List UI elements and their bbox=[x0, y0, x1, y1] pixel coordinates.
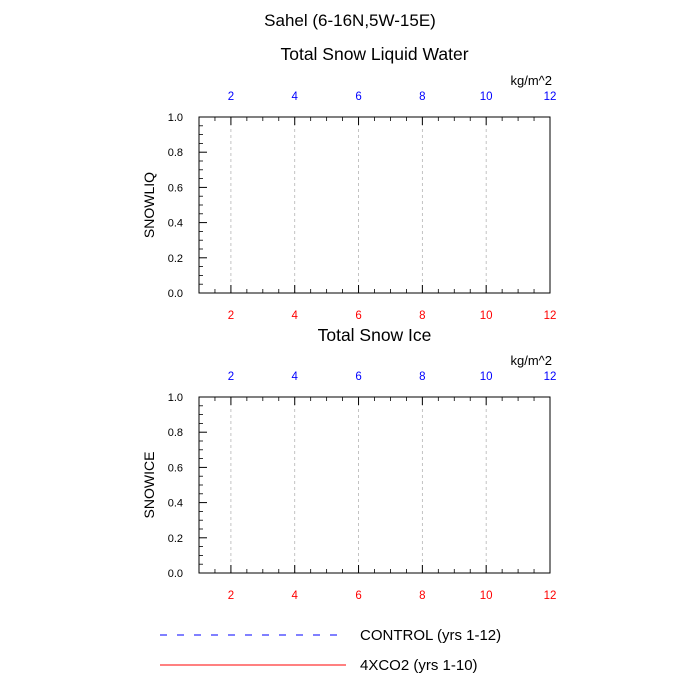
x-tick-label-bottom: 6 bbox=[355, 310, 361, 322]
legend-label-control: CONTROL (yrs 1-12) bbox=[360, 627, 501, 644]
x-tick-label-top: 4 bbox=[292, 91, 299, 103]
x-tick-label-bottom: 8 bbox=[419, 310, 425, 322]
y-tick-label: 0.8 bbox=[168, 147, 183, 159]
x-tick-label-bottom: 10 bbox=[480, 310, 493, 322]
x-tick-label-top: 12 bbox=[544, 91, 557, 103]
x-tick-label-top: 8 bbox=[419, 371, 425, 383]
y-tick-label: 0.0 bbox=[168, 568, 183, 580]
x-tick-label-top: 8 bbox=[419, 91, 425, 103]
x-tick-label-top: 12 bbox=[544, 371, 557, 383]
panel-1: Total Snow Liquid Water kg/m^2 SNOWLIQ 2 2 4 4… bbox=[141, 44, 556, 322]
figure-title: Sahel (6-16N,5W-15E) bbox=[264, 11, 436, 30]
x-tick-label-bottom: 2 bbox=[228, 310, 234, 322]
x-tick-label-top: 4 bbox=[292, 371, 299, 383]
x-tick-label-top: 10 bbox=[480, 91, 493, 103]
y-tick-label: 1.0 bbox=[168, 392, 183, 404]
panel-2: Total Snow Ice kg/m^2 SNOWICE 2 2 4 4 6 6 8 8 10 10 1… bbox=[141, 325, 556, 602]
x-tick-label-bottom: 4 bbox=[292, 310, 299, 322]
plot-frame bbox=[198, 116, 551, 294]
y-tick-label: 0.0 bbox=[168, 288, 183, 300]
units-label: kg/m^2 bbox=[510, 353, 552, 368]
x-tick-label-bottom: 10 bbox=[480, 590, 493, 602]
x-tick-label-top: 2 bbox=[228, 91, 234, 103]
x-tick-label-top: 6 bbox=[355, 371, 361, 383]
legend: CONTROL (yrs 1-12) 4XCO2 (yrs 1-10) bbox=[160, 627, 501, 674]
x-tick-label-bottom: 4 bbox=[292, 590, 299, 602]
y-tick-label: 1.0 bbox=[168, 112, 183, 124]
y-tick-label: 0.6 bbox=[168, 182, 183, 194]
y-tick-label: 0.6 bbox=[168, 462, 183, 474]
x-tick-label-bottom: 6 bbox=[355, 590, 361, 602]
x-tick-label-bottom: 12 bbox=[544, 590, 557, 602]
x-tick-label-bottom: 8 bbox=[419, 590, 425, 602]
y-tick-label: 0.2 bbox=[168, 533, 183, 545]
units-label: kg/m^2 bbox=[510, 73, 552, 88]
x-tick-label-top: 2 bbox=[228, 371, 234, 383]
plot-frame bbox=[198, 396, 551, 574]
panel-title: Total Snow Ice bbox=[318, 325, 432, 345]
y-axis-label: SNOWICE bbox=[141, 452, 157, 519]
y-tick-label: 0.4 bbox=[168, 218, 183, 230]
chart-panels: Total Snow Liquid Water kg/m^2 SNOWLIQ 2 2 4 4… bbox=[141, 44, 556, 602]
y-tick-label: 0.4 bbox=[168, 498, 183, 510]
x-tick-label-bottom: 2 bbox=[228, 590, 234, 602]
legend-label-4xco2: 4XCO2 (yrs 1-10) bbox=[360, 657, 478, 674]
panel-title: Total Snow Liquid Water bbox=[280, 44, 468, 64]
y-tick-label: 0.2 bbox=[168, 253, 183, 265]
x-tick-label-top: 6 bbox=[355, 91, 361, 103]
y-axis-label: SNOWLIQ bbox=[141, 172, 157, 238]
x-tick-label-bottom: 12 bbox=[544, 310, 557, 322]
y-tick-label: 0.8 bbox=[168, 427, 183, 439]
x-tick-label-top: 10 bbox=[480, 371, 493, 383]
